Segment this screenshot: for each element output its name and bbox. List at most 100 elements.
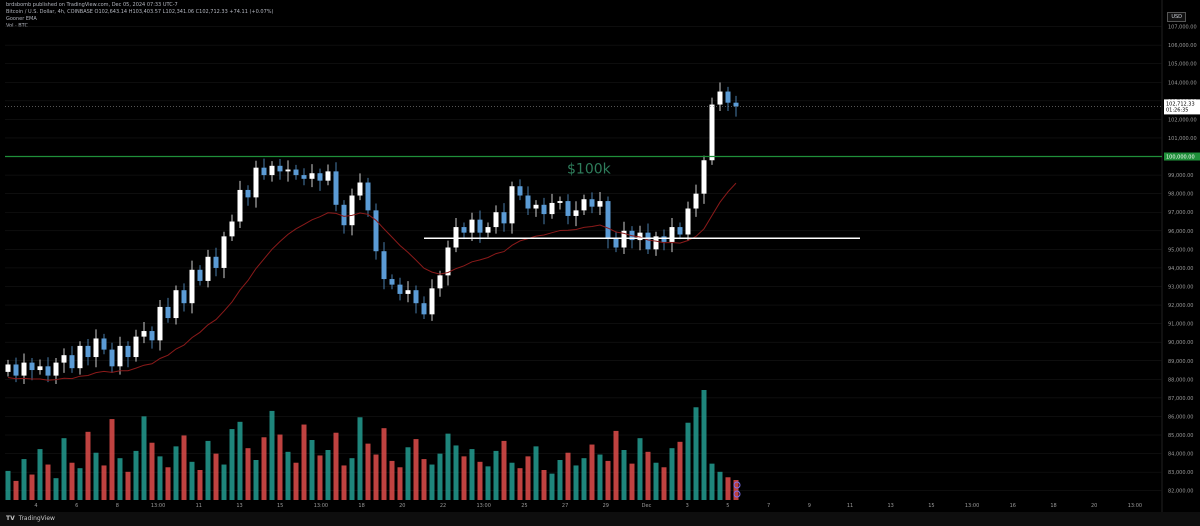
volume-bar [165, 467, 171, 500]
x-tick-label: 15 [277, 503, 283, 509]
candle-body [613, 238, 619, 248]
x-tick-label: 5 [726, 503, 729, 509]
candle-body [517, 186, 523, 196]
candle-body [693, 193, 699, 209]
candle-body [197, 269, 203, 281]
x-tick-label: 20 [1091, 503, 1097, 509]
level-100k-tag [1164, 152, 1200, 161]
volume-bar [477, 461, 483, 500]
candle-body [669, 227, 675, 242]
y-tick-label: 93,000.00 [1168, 284, 1193, 290]
candle-body [77, 345, 83, 369]
volume-bar [509, 462, 515, 500]
volume-bar [613, 430, 619, 500]
volume-bar [181, 435, 187, 500]
volume-bar [437, 453, 443, 500]
y-tick-label: 104,000.00 [1168, 80, 1197, 86]
volume-bar [669, 448, 675, 500]
volume-bar [421, 459, 427, 500]
candle-body [237, 189, 243, 222]
y-tick-label: 101,000.00 [1168, 136, 1197, 142]
indicator-ema-label[interactable]: Gooner EMA [6, 16, 37, 22]
x-tick-label: 3 [686, 503, 689, 509]
volume-bar [597, 454, 603, 500]
candle-body [213, 256, 219, 268]
volume-bar [221, 464, 227, 500]
volume-bar [517, 468, 523, 500]
candle-body [557, 201, 563, 203]
volume-bar [117, 458, 123, 500]
candle-body [165, 306, 171, 319]
candle-body [509, 186, 515, 224]
candle-body [589, 199, 595, 207]
volume-bar [37, 449, 43, 500]
candle-body [101, 338, 107, 350]
x-tick-label: 18 [358, 503, 364, 509]
candle-body [637, 232, 643, 241]
y-tick-label: 95,000.00 [1168, 247, 1193, 253]
volume-bar [61, 438, 67, 500]
candle-body [173, 290, 179, 319]
event-icon [733, 490, 741, 498]
candle-body [709, 104, 715, 161]
x-tick-label: 11 [847, 503, 853, 509]
volume-bar [157, 456, 163, 500]
y-tick-label: 84,000.00 [1168, 452, 1193, 458]
last-price-tag [1164, 99, 1200, 115]
candle-body [37, 366, 43, 371]
volume-bar [85, 431, 91, 500]
indicator-volume-label[interactable]: Vol · BTC [6, 23, 28, 29]
volume-bar [637, 438, 643, 500]
volume-bar [5, 470, 11, 500]
candle-body [653, 236, 659, 250]
volume-bar [565, 452, 571, 500]
volume-bar [661, 467, 667, 500]
candlestick-chart[interactable]: 82,000.00 83,000.00 84,000.00 85,000.00 86,0… [0, 0, 1200, 512]
candle-body [277, 165, 283, 172]
y-tick-label: 89,000.00 [1168, 359, 1193, 365]
x-tick-label: 15 [928, 503, 934, 509]
y-tick-label: 87,000.00 [1168, 396, 1193, 402]
last-price-label: 102,712.33 [1166, 101, 1195, 107]
event-icon [733, 481, 741, 489]
x-tick-label: 6 [75, 503, 78, 509]
candle-body [645, 232, 651, 250]
y-tick-label: 91,000.00 [1168, 322, 1193, 328]
tradingview-logo[interactable]: TV TradingView [6, 515, 55, 522]
x-tick-label: 13:00 [1128, 503, 1142, 509]
x-tick-label: 25 [521, 503, 527, 509]
candle-body [365, 182, 371, 211]
x-tick-label: Dec [642, 503, 652, 509]
candle-body [413, 290, 419, 304]
volume-bar [581, 458, 587, 500]
x-tick-label: 16 [1010, 503, 1016, 509]
x-tick-label: 7 [767, 503, 770, 509]
candle-body [325, 171, 331, 181]
candle-body [157, 306, 163, 341]
x-tick-label: 29 [603, 503, 609, 509]
volume-bar [653, 462, 659, 500]
brand-label: TradingView [18, 515, 55, 522]
x-tick-label: 9 [808, 503, 811, 509]
x-tick-label: 13:00 [476, 503, 490, 509]
candle-body [453, 227, 459, 248]
currency-badge[interactable]: USD [1167, 12, 1186, 22]
candle-body [221, 236, 227, 268]
volume-bar [557, 460, 563, 500]
volume-bar [21, 459, 27, 500]
candle-body [53, 362, 59, 376]
x-tick-label: 4 [34, 503, 37, 509]
candle-body [501, 212, 507, 224]
candle-body [605, 201, 611, 239]
candle-body [125, 345, 131, 358]
candle-body [357, 182, 363, 196]
y-tick-label: 99,000.00 [1168, 173, 1193, 179]
volume-bar [701, 390, 707, 500]
candle-body [477, 219, 483, 233]
volume-bar [253, 460, 259, 500]
volume-bar [677, 441, 683, 500]
candle-body [389, 279, 395, 285]
y-tick-label: 106,000.00 [1168, 43, 1197, 49]
y-tick-label: 96,000.00 [1168, 229, 1193, 235]
volume-bar [309, 440, 315, 500]
